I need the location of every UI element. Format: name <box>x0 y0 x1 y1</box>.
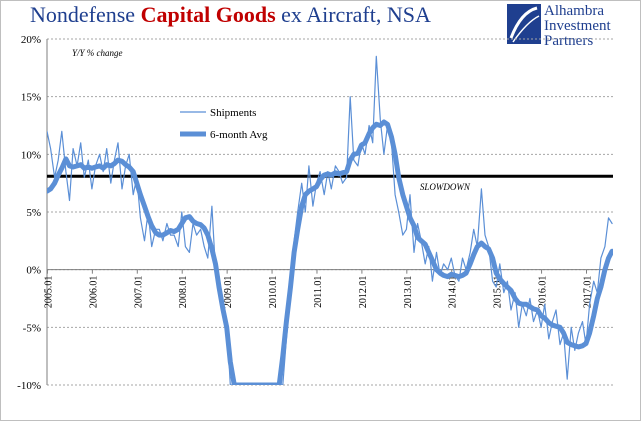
x-tick-label: 2006.01 <box>88 276 99 309</box>
y-tick-label: 10% <box>21 149 41 161</box>
x-tick-label: 2009.01 <box>223 276 234 309</box>
legend-label: 6-month Avg <box>210 129 268 141</box>
brand-line-1: Alhambra <box>544 3 604 19</box>
alhambra-logo <box>507 4 541 44</box>
title-part-3: ex Aircraft, NSA <box>275 2 431 27</box>
x-tick-label: 2011.01 <box>313 276 324 308</box>
title-highlight: Capital Goods <box>140 2 276 27</box>
y-tick-label: 0% <box>26 265 41 277</box>
x-axis: 2005.01 2006.01 2007.01 2008.01 2009.01 2010.… <box>43 269 613 309</box>
x-tick-label: 2007.01 <box>133 276 144 309</box>
x-tick-label: 2016.01 <box>538 276 549 309</box>
brand-line-3: Partners <box>544 33 594 49</box>
y-tick-label: 15% <box>21 92 41 104</box>
logo-swoosh-icon <box>509 6 538 39</box>
y-tick-label: -10% <box>17 380 41 392</box>
series-lines <box>47 55 613 385</box>
chart-title: Nondefense Capital Goods ex Aircraft, NS… <box>30 2 431 28</box>
y-axis-label: Y/Y % change <box>72 48 123 58</box>
shipments-series-line <box>47 55 613 385</box>
legend-label: Shipments <box>210 107 256 119</box>
y-tick-label: 5% <box>26 207 41 219</box>
x-tick-label: 2013.01 <box>403 276 414 309</box>
slowdown-label: SLOWDOWN <box>420 182 471 192</box>
legend: Shipments 6-month Avg <box>180 107 268 141</box>
brand-text: Alhambra Investment Partners <box>544 4 611 49</box>
x-tick-label: 2008.01 <box>178 276 189 309</box>
x-tick-label: 2005.01 <box>43 276 54 309</box>
brand-line-2: Investment <box>544 18 611 34</box>
y-tick-label: 20% <box>21 34 41 46</box>
x-tick-label: 2017.01 <box>582 276 593 309</box>
avg-series-line <box>47 119 613 385</box>
x-tick-label: 2012.01 <box>358 276 369 309</box>
x-tick-label: 2015.01 <box>493 276 504 309</box>
y-tick-label: -5% <box>23 322 41 334</box>
grid-lines <box>47 38 613 386</box>
x-tick-label: 2014.01 <box>448 276 459 309</box>
title-part-1: Nondefense <box>30 2 141 27</box>
x-tick-label: 2010.01 <box>268 276 279 309</box>
y-axis: 20% 15% 10% 5% 0% -5% -10% <box>17 34 48 392</box>
